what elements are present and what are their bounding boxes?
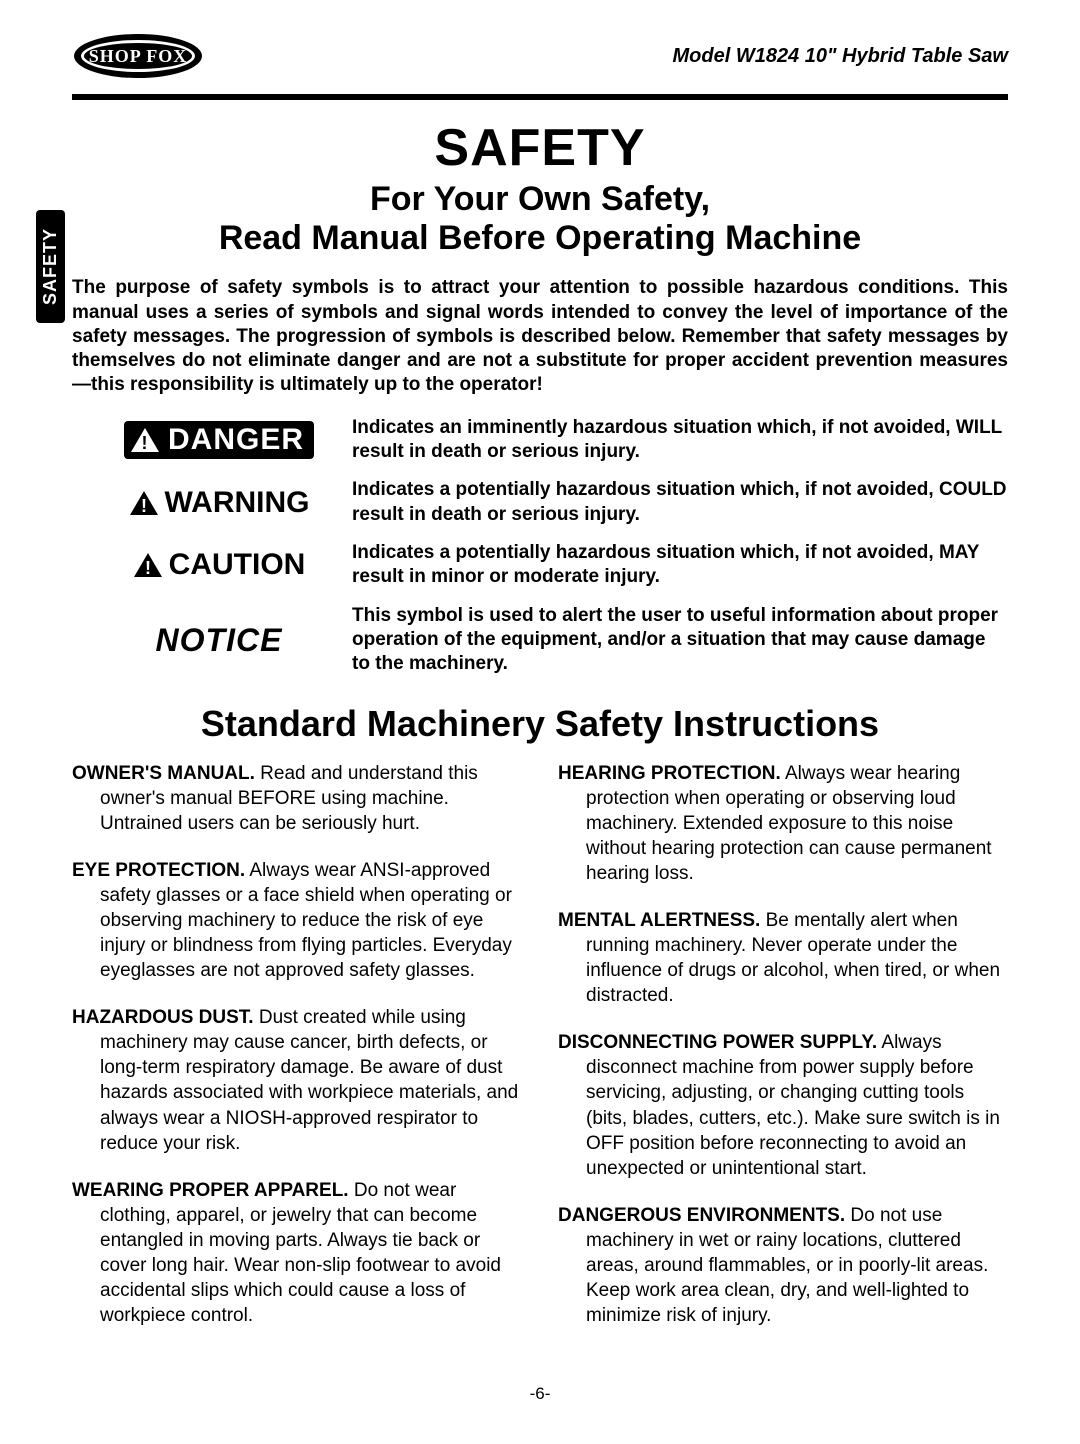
instruction-item: DISCONNECTING POWER SUPPLY. Always disco… xyxy=(558,1030,1008,1180)
signal-row-warning: ! WARNING Indicates a potentially hazard… xyxy=(108,478,1008,527)
alert-triangle-icon: ! xyxy=(129,490,159,516)
header-rule xyxy=(72,94,1008,100)
svg-text:!: ! xyxy=(141,496,147,516)
warning-word: WARNING xyxy=(165,486,310,520)
warning-desc: Indicates a potentially hazardous situat… xyxy=(352,478,1008,527)
warning-badge: ! WARNING xyxy=(108,486,330,520)
instructions-col-left: OWNER'S MANUAL. Read and understand this… xyxy=(72,761,522,1351)
instruction-item: EYE PROTECTION. Always wear ANSI-approve… xyxy=(72,858,522,983)
danger-desc: Indicates an imminently hazardous situat… xyxy=(352,416,1008,465)
subtitle: For Your Own Safety, Read Manual Before … xyxy=(72,180,1008,258)
instruction-head: OWNER'S MANUAL. xyxy=(72,763,255,784)
alert-triangle-icon: ! xyxy=(130,427,160,453)
svg-text:!: ! xyxy=(141,433,148,453)
page-number: -6- xyxy=(72,1384,1008,1404)
instruction-head: DISCONNECTING POWER SUPPLY. xyxy=(558,1032,877,1053)
instruction-body: Do not wear clothing, apparel, or jewelr… xyxy=(100,1180,501,1326)
signal-row-caution: ! CAUTION Indicates a potentially hazard… xyxy=(108,541,1008,590)
caution-desc: Indicates a potentially hazardous situat… xyxy=(352,541,1008,590)
section-tab-safety: SAFETY xyxy=(36,210,65,323)
instruction-item: HEARING PROTECTION. Always wear hearing … xyxy=(558,761,1008,886)
instruction-head: EYE PROTECTION. xyxy=(72,860,245,881)
instruction-body: Always disconnect machine from power sup… xyxy=(586,1032,1000,1178)
instruction-item: HAZARDOUS DUST. Dust created while using… xyxy=(72,1005,522,1155)
instruction-head: MENTAL ALERTNESS. xyxy=(558,910,760,931)
danger-word: DANGER xyxy=(168,423,304,457)
intro-paragraph: The purpose of safety symbols is to attr… xyxy=(72,276,1008,398)
instructions-col-right: HEARING PROTECTION. Always wear hearing … xyxy=(558,761,1008,1351)
instruction-body: Dust created while using machinery may c… xyxy=(100,1007,518,1153)
svg-text:!: ! xyxy=(145,558,151,578)
shop-fox-logo-icon: SHOP FOX xyxy=(72,30,204,82)
notice-word: NOTICE xyxy=(156,622,283,659)
notice-desc: This symbol is used to alert the user to… xyxy=(352,604,1008,677)
instruction-item: DANGEROUS ENVIRONMENTS. Do not use machi… xyxy=(558,1203,1008,1328)
page-header: SHOP FOX Model W1824 10" Hybrid Table Sa… xyxy=(72,30,1008,92)
notice-badge: NOTICE xyxy=(108,622,330,659)
subtitle-line-1: For Your Own Safety, xyxy=(370,180,710,218)
instruction-item: WEARING PROPER APPAREL. Do not wear clot… xyxy=(72,1178,522,1328)
svg-text:SHOP FOX: SHOP FOX xyxy=(89,46,188,66)
model-line: Model W1824 10" Hybrid Table Saw xyxy=(672,45,1008,68)
caution-badge: ! CAUTION xyxy=(108,548,330,582)
danger-badge: ! DANGER xyxy=(108,421,330,459)
page-title: SAFETY xyxy=(72,118,1008,178)
instruction-head: DANGEROUS ENVIRONMENTS. xyxy=(558,1205,845,1226)
instruction-item: MENTAL ALERTNESS. Be mentally alert when… xyxy=(558,908,1008,1008)
instructions-title: Standard Machinery Safety Instructions xyxy=(72,703,1008,745)
caution-word: CAUTION xyxy=(169,548,306,582)
instructions-columns: OWNER'S MANUAL. Read and understand this… xyxy=(72,761,1008,1351)
instruction-item: OWNER'S MANUAL. Read and understand this… xyxy=(72,761,522,836)
instruction-head: HAZARDOUS DUST. xyxy=(72,1007,254,1028)
subtitle-line-2: Read Manual Before Operating Machine xyxy=(219,219,861,257)
signal-word-table: ! DANGER Indicates an imminently hazardo… xyxy=(72,416,1008,677)
instruction-head: WEARING PROPER APPAREL. xyxy=(72,1180,349,1201)
alert-triangle-icon: ! xyxy=(133,552,163,578)
signal-row-danger: ! DANGER Indicates an imminently hazardo… xyxy=(108,416,1008,465)
instruction-head: HEARING PROTECTION. xyxy=(558,763,781,784)
page: SHOP FOX Model W1824 10" Hybrid Table Sa… xyxy=(0,0,1080,1444)
signal-row-notice: NOTICE This symbol is used to alert the … xyxy=(108,604,1008,677)
brand-logo: SHOP FOX xyxy=(72,30,204,82)
